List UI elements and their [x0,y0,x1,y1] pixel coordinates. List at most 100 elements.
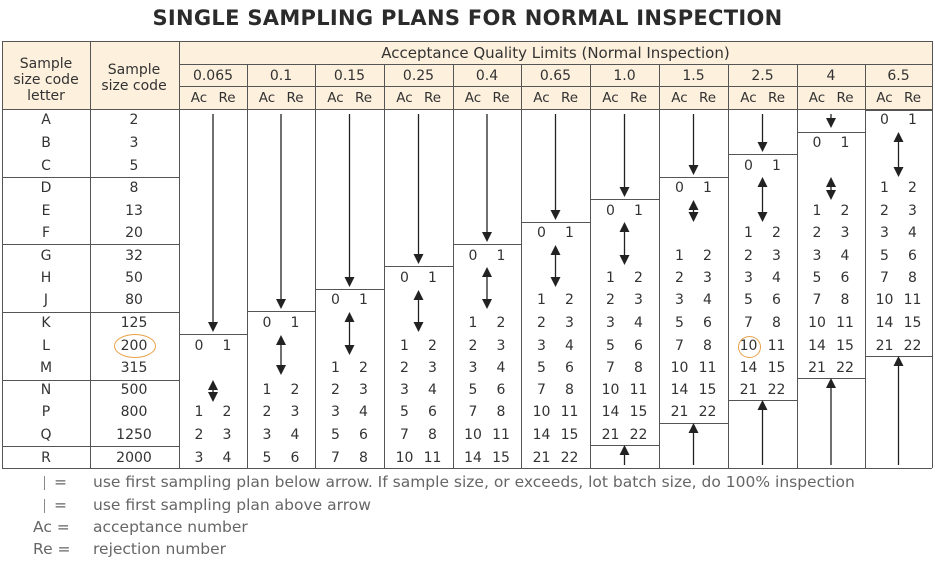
re-value: 15 [698,382,717,398]
re-value: 2 [496,315,506,331]
ac-header: Ac [464,90,482,106]
re-value: 4 [496,360,506,376]
code-letter-header: Sample [19,56,73,72]
aql-header-divider [520,64,522,109]
ac-value: 1 [262,382,272,398]
re-value: 6 [772,292,781,308]
re-value: 22 [836,360,854,376]
aql-header-divider [796,64,798,109]
legend-arrow-bar [44,476,45,490]
ac-value: 2 [262,404,272,420]
ac-value: 21 [670,404,689,420]
ac-value: 2 [537,315,546,331]
re-value: 2 [565,292,574,308]
ac-header: Ac [258,90,276,106]
arrow-down-icon [826,114,836,128]
aql-level-4: 4 [826,68,836,84]
ac-value: 0 [400,270,409,286]
ac-value: 5 [400,404,409,420]
frame-right [931,41,933,468]
legend-text: acceptance number [93,518,248,536]
arrow-up-icon [893,356,904,465]
re-value: 2 [428,338,437,354]
re-value: 6 [703,315,712,331]
header-background [2,41,932,109]
stair-line-top [384,265,453,267]
arrow-down-icon [757,114,768,152]
arrow-up-icon [757,177,768,200]
ac-value: 2 [880,203,889,219]
re-value: 1 [634,203,643,219]
ac-value: 2 [400,360,409,376]
sample-size-80: 80 [125,292,143,308]
ac-value: 10 [532,404,551,420]
aql-header-divider [727,64,729,109]
arrow-down-icon [619,114,630,197]
ac-value: 1 [468,315,478,331]
aql-level-6.5: 6.5 [887,68,910,84]
ac-header: Ac [876,90,893,106]
arrow-down-icon [482,114,492,242]
ac-value: 5 [262,450,272,466]
legend-symbol: Re = [33,540,71,558]
re-value: 1 [496,248,506,264]
ac-value: 5 [537,360,546,376]
re-value: 22 [560,450,579,466]
arrow-up-icon [826,177,836,189]
legend-symbol: = [54,496,67,514]
aql-header-divider [864,64,866,109]
aql-body-divider [520,109,522,468]
ac-value: 1 [744,225,753,241]
group-separator [2,311,179,313]
highlight-ac-value [738,336,761,358]
re-value: 2 [908,180,917,196]
arrow-down-icon [619,243,630,265]
sample-size-2: 2 [129,112,139,128]
ac-value: 2 [675,270,684,286]
highlight-sample-size [114,334,156,358]
ac-header: Ac [396,90,413,106]
ac-value: 1 [606,270,615,286]
re-value: 2 [290,382,300,398]
re-value: 1 [290,315,300,331]
code-letter-D: D [40,180,52,196]
re-value: 4 [772,270,781,286]
ac-value: 5 [606,338,615,354]
re-value: 4 [359,404,368,420]
aql-title-line [179,63,932,65]
re-value: 2 [222,404,232,420]
code-column-divider [89,41,91,468]
re-value: 11 [560,404,579,420]
re-value: 6 [565,360,574,376]
arrow-up-icon [276,335,286,355]
code-letter-M: M [39,360,53,376]
re-header: Re [698,90,717,106]
ac-value: 7 [744,315,753,331]
re-value: 2 [703,248,712,264]
re-value: 1 [359,292,368,308]
ac-value: 3 [606,315,615,331]
ac-value: 2 [812,225,822,241]
code-letter-K: K [41,315,51,331]
ac-value: 21 [808,360,826,376]
ac-value: 0 [744,158,753,174]
arrow-up-icon [688,200,699,211]
re-value: 4 [565,338,574,354]
sample-size-500: 500 [120,382,148,398]
sample-size-5: 5 [129,158,139,174]
re-value: 2 [634,270,643,286]
ac-value: 2 [194,427,204,443]
ac-value: 0 [812,135,822,151]
re-value: 11 [767,338,786,354]
re-value: 3 [840,225,850,241]
aql-header-divider [383,64,385,109]
re-value: 8 [634,360,643,376]
ac-value: 21 [739,382,758,398]
re-value: 3 [359,382,368,398]
code-letter-G: G [40,248,52,264]
ac-value: 1 [331,360,340,376]
stair-line-top [659,176,728,178]
code-letter-R: R [41,450,51,466]
arrow-down-icon [550,114,561,220]
re-value: 3 [565,315,574,331]
